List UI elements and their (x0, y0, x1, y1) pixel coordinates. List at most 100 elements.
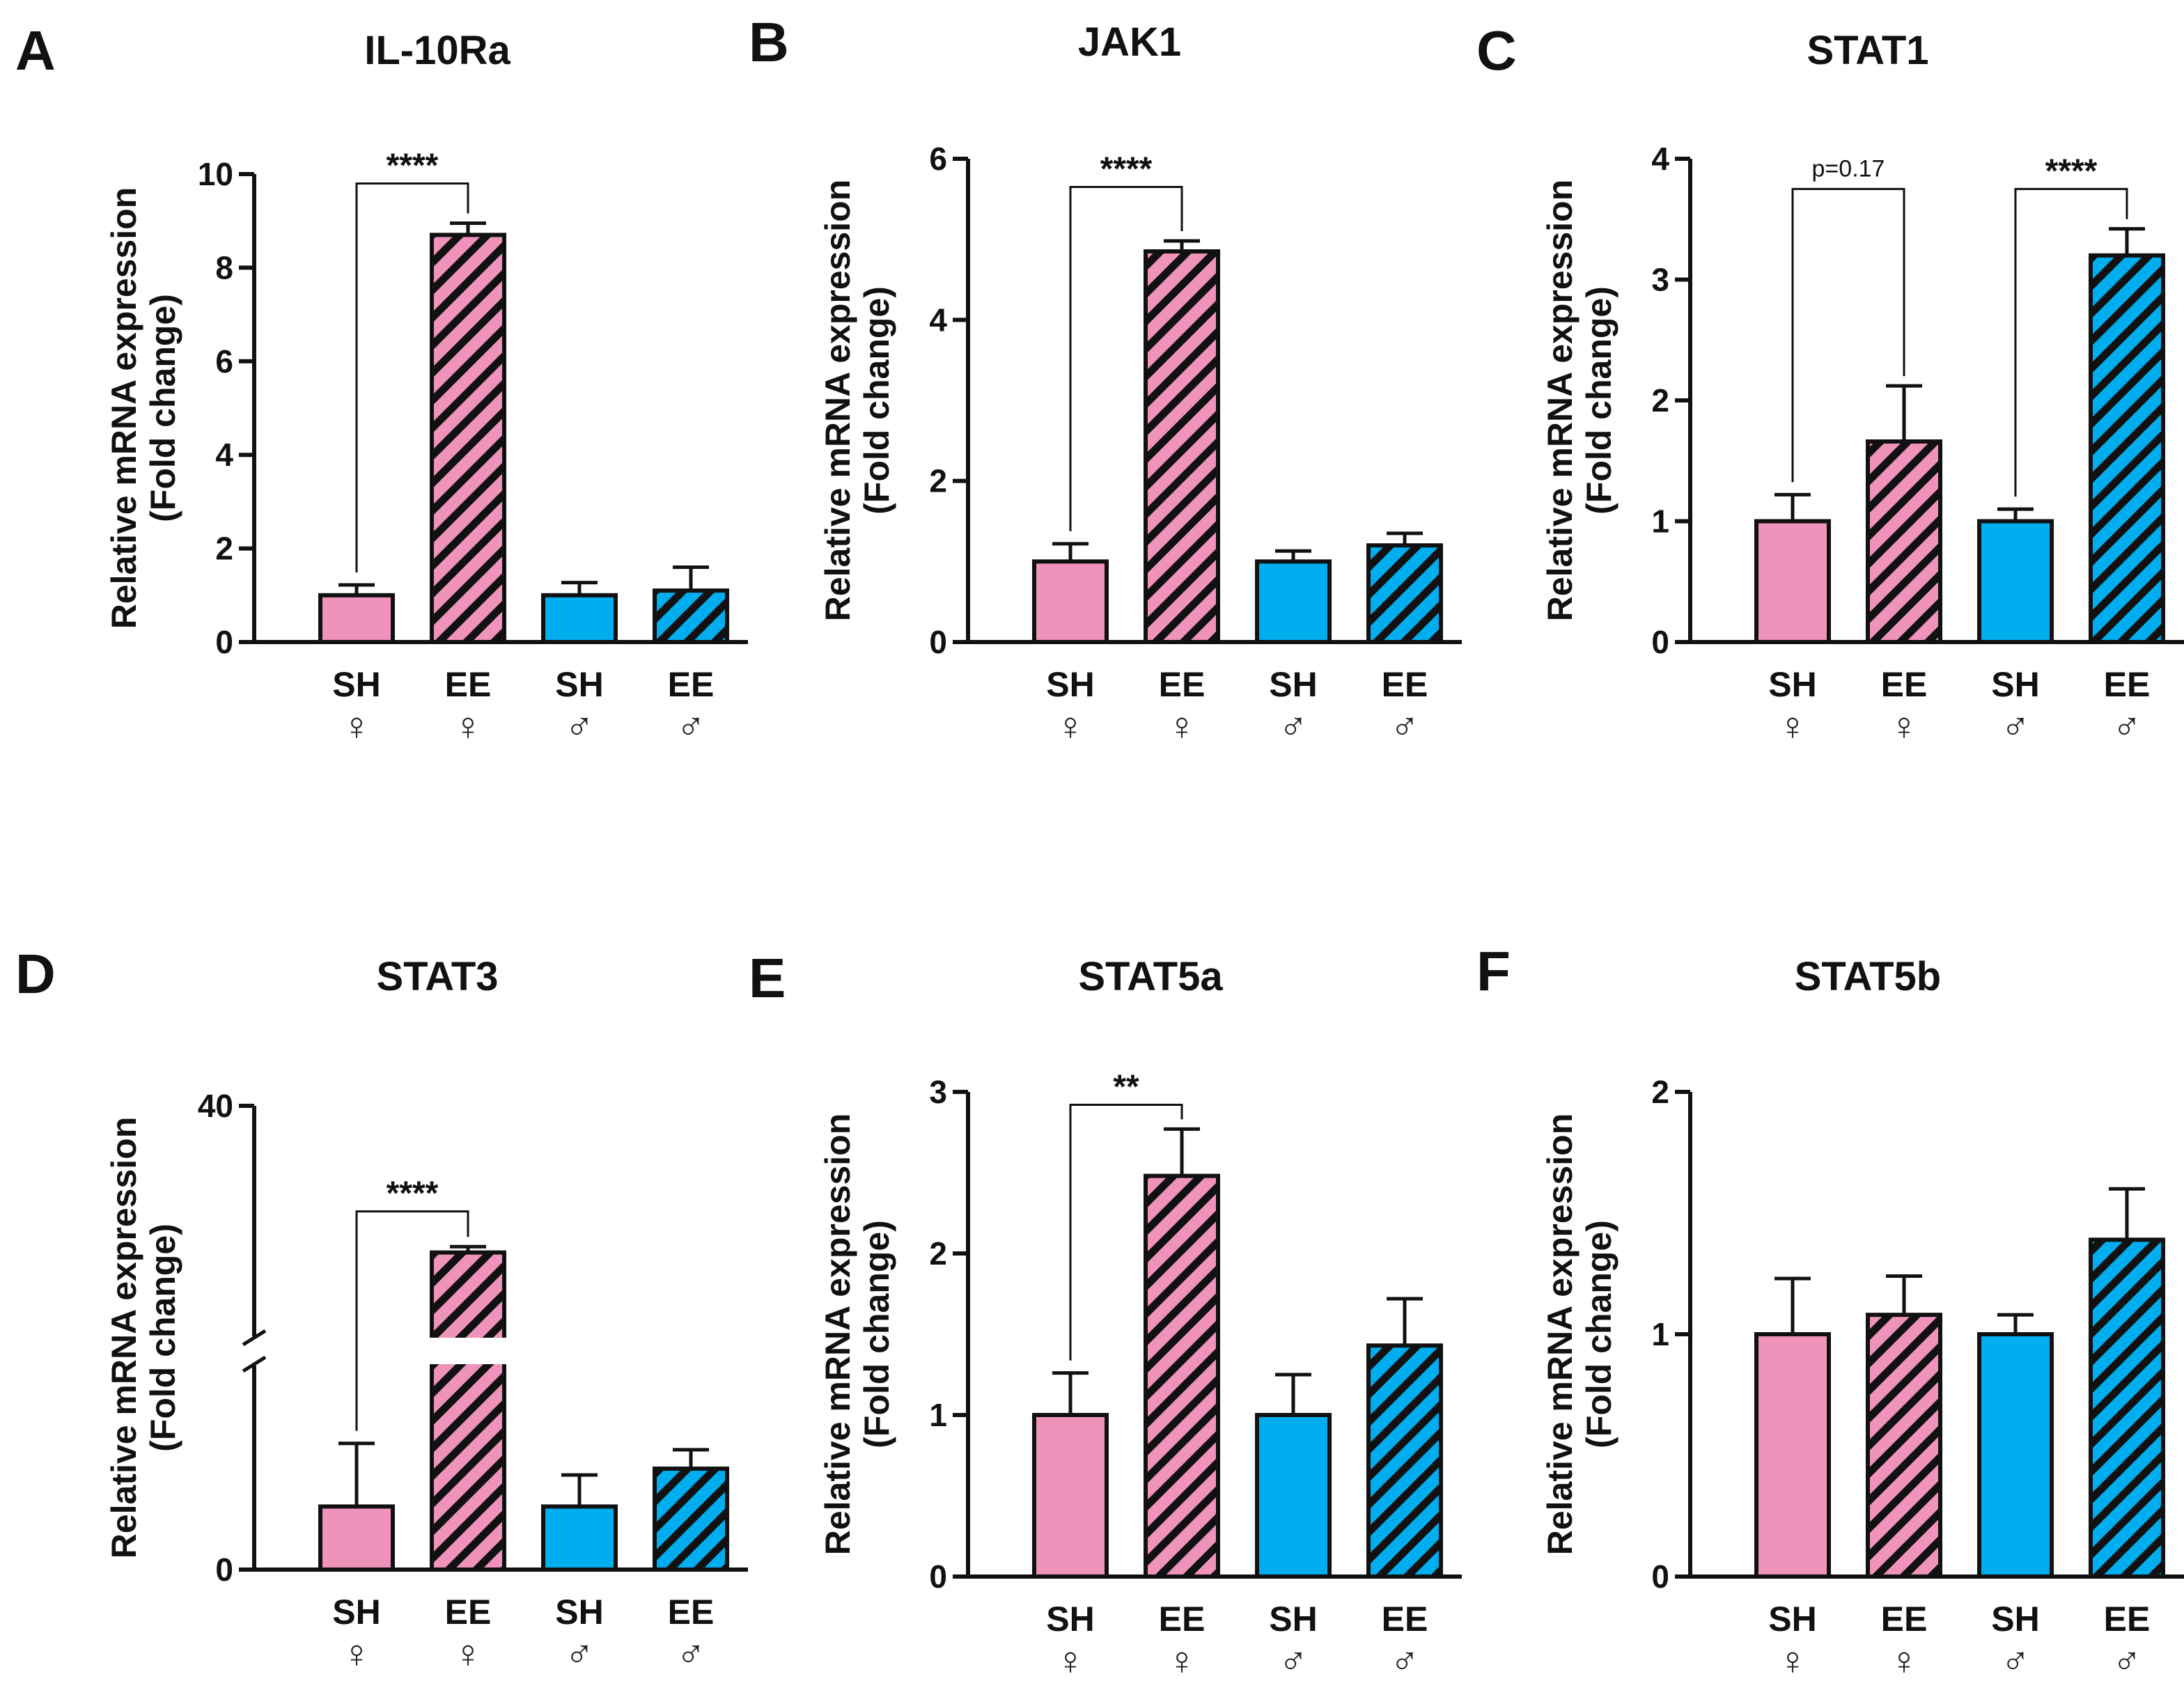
panel-f: F STAT5b 012Relative mRNA expression (Fol… (1476, 940, 2184, 1682)
panel-b-sex-symbol-2: ♀ (1167, 704, 1196, 748)
panel-e-title: STAT5a (1078, 954, 1223, 999)
panel-d-x-label-2: EE (445, 1593, 492, 1632)
panel-b: B JAK1 0 2 4 6 Relative mRNA expression (Fold… (749, 11, 1462, 748)
panel-e-letter: E (749, 947, 786, 1009)
panel-c-x-label-2: EE (1881, 665, 1928, 704)
panel-a-y-label-line1: Relative mRNA expression (104, 187, 143, 630)
panel-a-plot: 0 2 4 6 8 10 Relative mRNA expression (Fold cha… (104, 147, 748, 748)
panel-e-sex-symbol-2: ♀ (1167, 1639, 1196, 1682)
panel-c-y-label-line1: Relative mRNA expression (1540, 180, 1580, 622)
panel-f-letter: F (1476, 940, 1511, 1002)
panel-b-y-label-line1: Relative mRNA expression (818, 180, 857, 622)
panel-c-y-tick-label: 2 (1651, 382, 1669, 419)
panel-a-title: IL-10Ra (364, 28, 510, 73)
panel-b-sex-symbol-1: ♀ (1056, 704, 1085, 748)
panel-d-bar-break-gap (428, 1338, 508, 1364)
panel-d-y-tick-label: 40 (198, 1088, 233, 1124)
panel-b-significance-label: **** (1100, 150, 1153, 187)
panel-a-letter: A (15, 19, 56, 81)
panel-b-sex-symbol-3: ♂ (1279, 704, 1308, 748)
panel-c-y-tick-label: 4 (1651, 141, 1669, 177)
panel-e-x-label-2: EE (1159, 1600, 1206, 1639)
panel-c-x-label-4: EE (2104, 665, 2151, 704)
panel-e-bar-4 (1368, 1345, 1441, 1577)
panel-e-x-label-4: EE (1382, 1600, 1428, 1639)
panel-c-y-tick-label: 0 (1651, 624, 1669, 660)
panel-e-x-label-3: SH (1269, 1600, 1317, 1639)
panel-a-y-tick-label: 2 (215, 531, 233, 567)
panel-c-significance-label: **** (2045, 153, 2098, 189)
panel-b-letter: B (749, 11, 789, 73)
panel-f-sex-symbol-2: ♀ (1889, 1639, 1919, 1682)
panel-f-sex-symbol-1: ♀ (1778, 1639, 1807, 1682)
panel-f-y-tick-label: 1 (1651, 1316, 1669, 1352)
panel-d-sex-symbol-4: ♂ (676, 1632, 705, 1675)
panel-c-y-label-line2: (Fold change) (1580, 286, 1618, 515)
panel-b-y-tick-label: 0 (929, 624, 947, 660)
panel-f-title: STAT5b (1795, 954, 1942, 999)
panel-b-y-label-line2: (Fold change) (857, 286, 896, 515)
panel-f-bar-4 (2091, 1240, 2163, 1577)
panel-b-bar-1 (1034, 561, 1107, 642)
panel-e-y-tick-label: 0 (929, 1558, 947, 1595)
panel-c-x-label-1: SH (1768, 665, 1816, 704)
panel-b-sex-symbol-4: ♂ (1390, 704, 1419, 748)
panel-e-y-label-line1: Relative mRNA expression (818, 1113, 857, 1556)
panel-b-y-tick-label: 4 (929, 302, 947, 338)
panel-f-bar-3 (1979, 1334, 2052, 1577)
panel-d-plot: 0 40 Relative mRNA expression (Fold change)… (104, 1088, 748, 1675)
panel-c-bar-1 (1756, 522, 1829, 643)
panel-b-plot: 0 2 4 6 Relative mRNA expression (Fold change… (818, 141, 1462, 748)
panel-b-x-label-1: SH (1046, 665, 1094, 704)
panel-a-y-tick-label: 6 (215, 343, 233, 380)
panel-e-y-tick-label: 3 (929, 1074, 947, 1110)
panel-c-y-label: Relative mRNA expression (Fold change) (1540, 180, 1618, 622)
panel-e-significance-label: ** (1113, 1069, 1139, 1106)
panel-d-bar-1 (320, 1506, 393, 1570)
panel-e-bar-2 (1146, 1176, 1218, 1577)
panel-e-y-label: Relative mRNA expression (Fold change) (818, 1113, 896, 1556)
panel-a-sex-symbol-4: ♂ (676, 704, 705, 748)
panel-b-bar-2 (1146, 251, 1218, 642)
panel-c: C STAT1 0 1 2 3 4 Relative mRNA expression (Fo… (1476, 19, 2184, 748)
panel-d-y-label: Relative mRNA expression (Fold change) (104, 1117, 182, 1559)
panel-a-y-label-line2: (Fold change) (143, 294, 182, 522)
panel-a-y-tick-label: 8 (215, 249, 233, 286)
panel-f-y-tick-label: 0 (1651, 1558, 1669, 1595)
panel-e-sex-symbol-1: ♀ (1056, 1639, 1085, 1682)
panel-c-letter: C (1476, 19, 1517, 81)
panel-e: E STAT5a 0123Relative mRNA expression (Fo… (749, 947, 1462, 1682)
panel-d-title: STAT3 (376, 954, 498, 999)
panel-a-x-label-1: SH (332, 665, 380, 704)
panel-e-sex-symbol-3: ♂ (1279, 1639, 1308, 1682)
panel-b-y-tick-label: 6 (929, 141, 947, 177)
panel-b-bar-3 (1257, 561, 1329, 642)
panel-c-plot: 01234Relative mRNA expression (Fold chang… (1540, 141, 2184, 748)
panel-c-title: STAT1 (1807, 28, 1928, 73)
panel-d-sex-symbol-2: ♀ (453, 1632, 483, 1675)
panel-d-bar-4 (655, 1469, 727, 1570)
panel-a-bar-3 (543, 595, 616, 642)
panel-c-sex-symbol-3: ♂ (2001, 704, 2030, 748)
panel-c-bar-3 (1979, 522, 2052, 643)
panel-b-x-label-3: SH (1269, 665, 1317, 704)
panel-a-x-label-2: EE (445, 665, 492, 704)
panel-c-significance-label: p=0.17 (1812, 155, 1885, 182)
panel-b-y-tick-label: 2 (929, 463, 947, 499)
panel-c-sex-symbol-1: ♀ (1778, 704, 1807, 748)
panel-d-x-label-4: EE (668, 1593, 715, 1632)
panel-f-y-label: Relative mRNA expression (Fold change) (1540, 1113, 1618, 1556)
panel-d-y-tick-label: 0 (215, 1551, 233, 1588)
panel-c-bar-4 (2091, 256, 2163, 642)
panel-b-bar-4 (1368, 545, 1441, 642)
panel-c-sex-symbol-4: ♂ (2112, 704, 2142, 748)
panel-d-y-label-line1: Relative mRNA expression (104, 1117, 143, 1559)
panel-a-y-tick-label: 4 (215, 437, 233, 473)
panel-a-y-label: Relative mRNA expression (Fold change) (104, 187, 182, 630)
panel-f-y-label-line2: (Fold change) (1580, 1220, 1618, 1448)
panel-e-y-tick-label: 1 (929, 1397, 947, 1433)
panel-d-x-label-1: SH (332, 1593, 380, 1632)
panel-d-sex-symbol-3: ♂ (565, 1632, 594, 1675)
panel-f-x-label-4: EE (2104, 1600, 2151, 1639)
panel-e-bar-1 (1034, 1415, 1107, 1577)
